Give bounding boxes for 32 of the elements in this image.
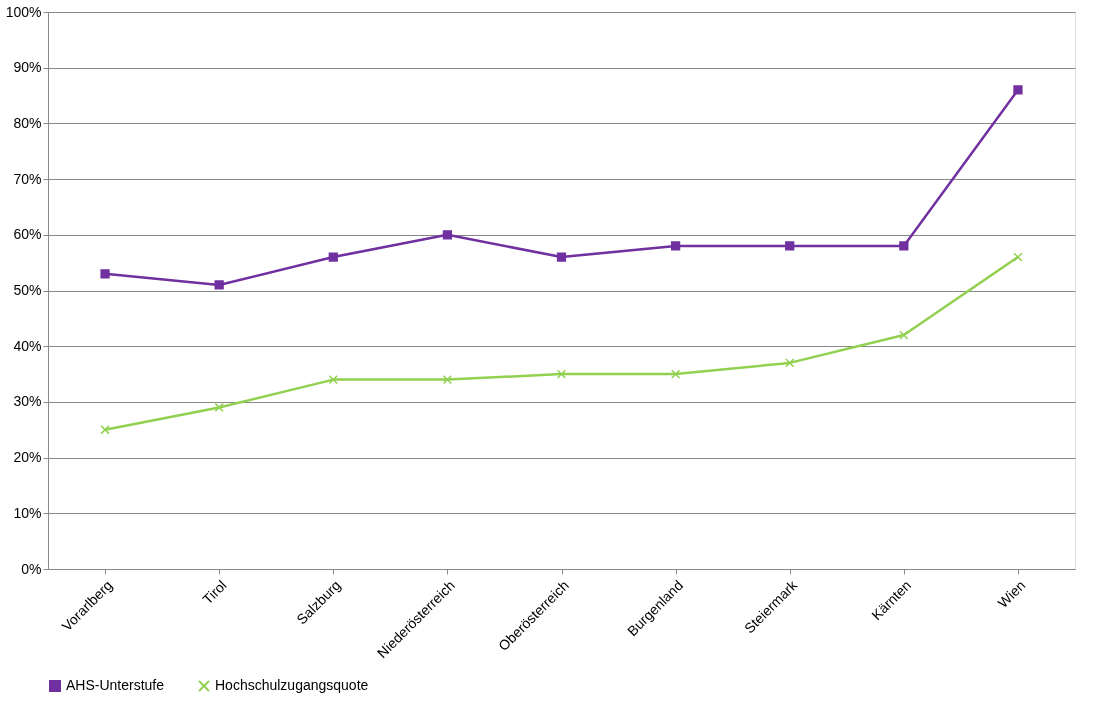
point xyxy=(556,252,567,262)
point xyxy=(328,252,338,262)
y-tick-label: 40% xyxy=(13,337,42,354)
legend-label: AHS-Unterstufe xyxy=(66,677,165,693)
y-tick-label: 100% xyxy=(5,3,42,20)
y-tick-label: 30% xyxy=(13,393,42,410)
point xyxy=(214,280,224,290)
point xyxy=(785,241,795,251)
point xyxy=(899,241,909,251)
y-tick-label: 0% xyxy=(21,560,42,577)
y-tick-label: 80% xyxy=(13,114,42,131)
point xyxy=(670,369,681,379)
point xyxy=(1013,252,1023,262)
y-tick-label: 90% xyxy=(13,59,42,76)
y-tick-label: 60% xyxy=(13,226,42,243)
point xyxy=(1013,85,1023,95)
point xyxy=(100,425,110,435)
point xyxy=(785,358,795,368)
y-tick-label: 50% xyxy=(13,282,42,298)
point xyxy=(442,375,453,385)
point xyxy=(670,241,681,251)
point xyxy=(442,230,453,240)
point xyxy=(100,269,110,279)
y-tick-label: 70% xyxy=(13,170,42,187)
x-tick-label: Tirol xyxy=(199,577,230,608)
point xyxy=(214,402,224,413)
point xyxy=(328,375,338,385)
legend-label: Hochschulzugangsquote xyxy=(215,677,369,693)
point xyxy=(899,330,909,340)
y-tick-label: 10% xyxy=(13,504,42,521)
y-tick-label: 20% xyxy=(13,449,42,466)
point xyxy=(556,369,567,379)
